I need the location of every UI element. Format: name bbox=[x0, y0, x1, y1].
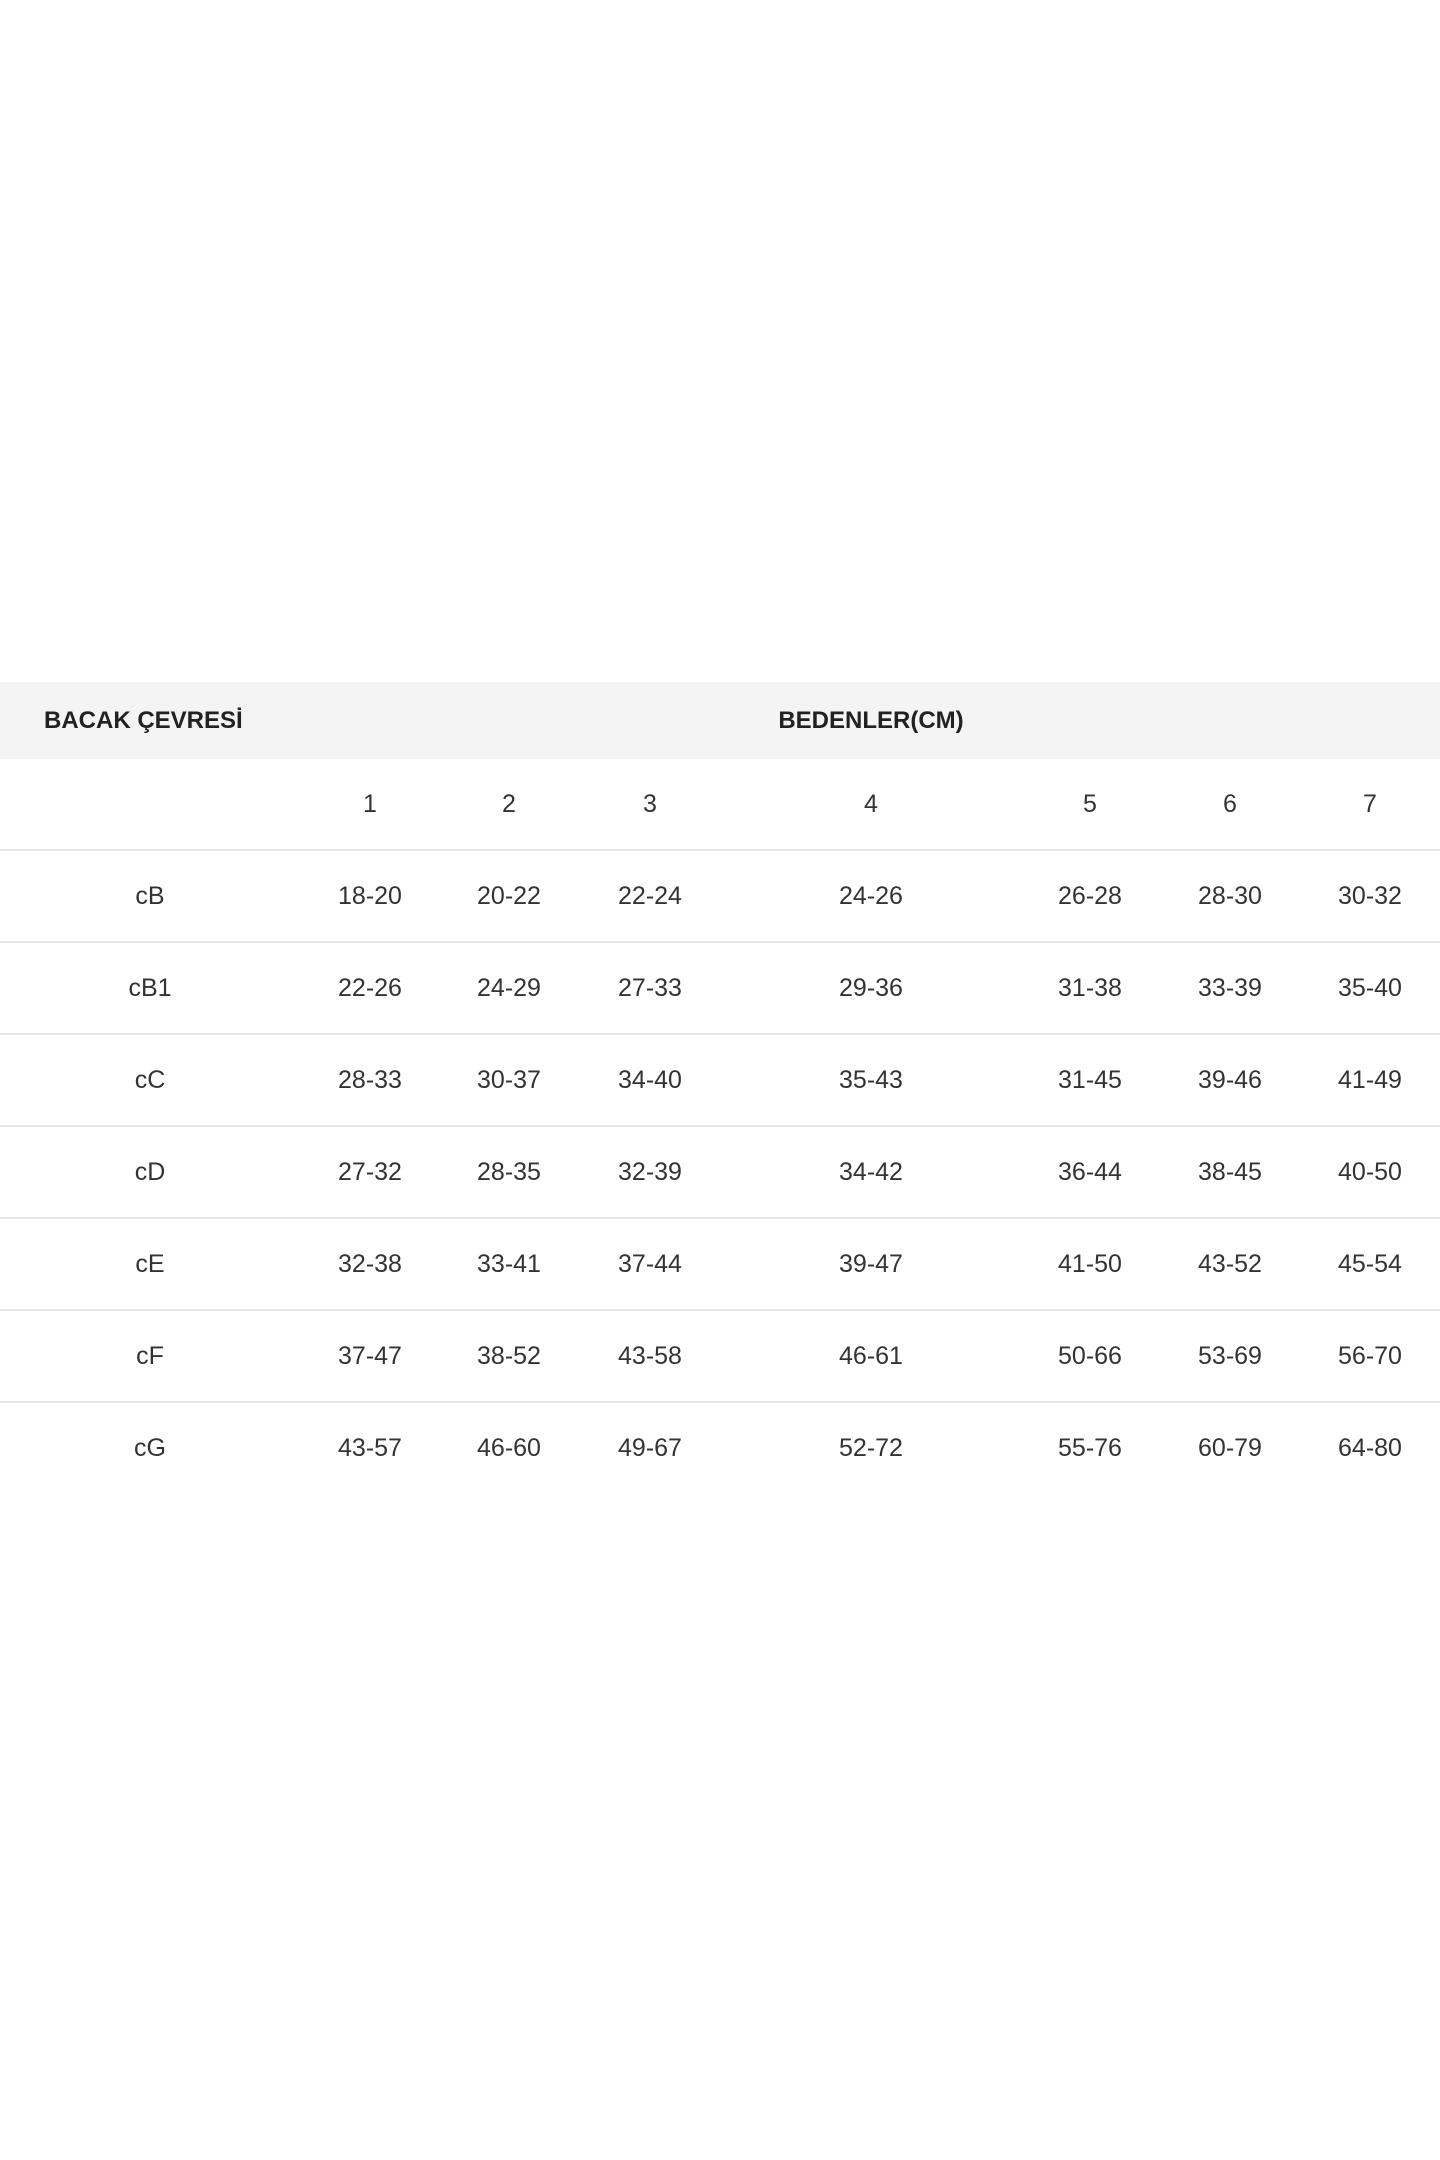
size-cell: 39-47 bbox=[722, 1218, 1020, 1311]
size-cell: 27-32 bbox=[300, 1126, 440, 1219]
size-cell: 31-45 bbox=[1020, 1034, 1160, 1127]
size-cell: 6 bbox=[1160, 759, 1300, 851]
row-label: cD bbox=[0, 1126, 300, 1219]
size-cell: 34-40 bbox=[578, 1034, 722, 1127]
size-cell: 28-30 bbox=[1160, 850, 1300, 943]
size-cell: 43-57 bbox=[338, 1433, 402, 1462]
size-cell: 45-54 bbox=[1300, 1218, 1440, 1311]
size-cell: 3 bbox=[578, 759, 722, 851]
size-cell: 53-69 bbox=[1160, 1310, 1300, 1403]
size-table: 1 2 3 4 5 6 7 cB 18-20 20-22 22-24 24-26 26-28 28-30 3… bbox=[0, 759, 1440, 1493]
table-row: cD 27-32 28-35 32-39 34-42 36-44 38-45 40-50 bbox=[0, 1126, 1440, 1219]
size-cell: 43-58 bbox=[578, 1310, 722, 1403]
size-cell: 27-33 bbox=[578, 942, 722, 1035]
row-label: cE bbox=[0, 1218, 300, 1311]
size-cell: 31-38 bbox=[1020, 942, 1160, 1035]
size-cell: 4 bbox=[722, 759, 1020, 851]
size-cell: 33-39 bbox=[1160, 942, 1300, 1035]
size-cell: 7 bbox=[1300, 759, 1440, 851]
size-cell: 50-66 bbox=[1020, 1310, 1160, 1403]
size-cell: 24-26 bbox=[722, 850, 1020, 943]
size-cell: 60-79 bbox=[1198, 1433, 1262, 1462]
header-sizes-cm: BEDENLER(CM) bbox=[778, 707, 964, 734]
size-cell: 28-35 bbox=[440, 1126, 578, 1219]
size-cell: 24-29 bbox=[440, 942, 578, 1035]
size-cell: 22-24 bbox=[578, 850, 722, 943]
table-row: cC 28-33 30-37 34-40 35-43 31-45 39-46 41-49 bbox=[0, 1034, 1440, 1127]
size-cell: 2 bbox=[440, 759, 578, 851]
row-label: cF bbox=[0, 1310, 300, 1403]
row-label: cB bbox=[0, 850, 300, 943]
table-row: cF 37-47 38-52 43-58 46-61 50-66 53-69 56-70 bbox=[0, 1310, 1440, 1403]
size-cell: 1 bbox=[300, 759, 440, 851]
table-row: cB 18-20 20-22 22-24 24-26 26-28 28-30 30-32 bbox=[0, 850, 1440, 943]
table-row: cE 32-38 33-41 37-44 39-47 41-50 43-52 45-54 bbox=[0, 1218, 1440, 1311]
size-cell: 38-52 bbox=[440, 1310, 578, 1403]
size-cell: 5 bbox=[1020, 759, 1160, 851]
row-label: cG bbox=[134, 1433, 166, 1462]
row-label: cB1 bbox=[0, 942, 300, 1035]
size-cell: 43-52 bbox=[1160, 1218, 1300, 1311]
size-cell: 30-37 bbox=[440, 1034, 578, 1127]
size-cell: 34-42 bbox=[722, 1126, 1020, 1219]
table-row: cG 43-57 46-60 49-67 52-72 55-76 60-79 64-80 bbox=[0, 1402, 1440, 1493]
size-cell: 40-50 bbox=[1300, 1126, 1440, 1219]
table-header: BACAK ÇEVRESİ BEDENLER(CM) bbox=[0, 682, 1440, 759]
size-cell: 52-72 bbox=[839, 1433, 903, 1462]
table-row: cB1 22-26 24-29 27-33 29-36 31-38 33-39 35-40 bbox=[0, 942, 1440, 1035]
size-chart: BACAK ÇEVRESİ BEDENLER(CM) 1 2 3 4 5 6 7 cB 18-2… bbox=[0, 682, 1440, 1493]
size-cell: 22-26 bbox=[300, 942, 440, 1035]
size-cell: 20-22 bbox=[440, 850, 578, 943]
row-label bbox=[0, 759, 300, 851]
size-cell: 29-36 bbox=[722, 942, 1020, 1035]
size-cell: 56-70 bbox=[1300, 1310, 1440, 1403]
size-cell: 32-39 bbox=[578, 1126, 722, 1219]
size-cell: 64-80 bbox=[1338, 1433, 1402, 1462]
size-cell: 37-47 bbox=[300, 1310, 440, 1403]
size-cell: 38-45 bbox=[1160, 1126, 1300, 1219]
size-cell: 36-44 bbox=[1020, 1126, 1160, 1219]
size-cell: 37-44 bbox=[578, 1218, 722, 1311]
size-cell: 35-43 bbox=[722, 1034, 1020, 1127]
size-cell: 35-40 bbox=[1300, 942, 1440, 1035]
size-cell: 30-32 bbox=[1300, 850, 1440, 943]
row-label: cC bbox=[0, 1034, 300, 1127]
size-cell: 46-60 bbox=[477, 1433, 541, 1462]
size-cell: 46-61 bbox=[722, 1310, 1020, 1403]
size-cell: 41-50 bbox=[1020, 1218, 1160, 1311]
size-cell: 18-20 bbox=[300, 850, 440, 943]
size-cell: 55-76 bbox=[1058, 1433, 1122, 1462]
size-cell: 33-41 bbox=[440, 1218, 578, 1311]
size-cell: 32-38 bbox=[300, 1218, 440, 1311]
size-cell: 39-46 bbox=[1160, 1034, 1300, 1127]
size-cell: 26-28 bbox=[1020, 850, 1160, 943]
size-cell: 49-67 bbox=[618, 1433, 682, 1462]
size-cell: 28-33 bbox=[300, 1034, 440, 1127]
size-cell: 41-49 bbox=[1300, 1034, 1440, 1127]
header-leg-circumference: BACAK ÇEVRESİ bbox=[44, 707, 243, 734]
